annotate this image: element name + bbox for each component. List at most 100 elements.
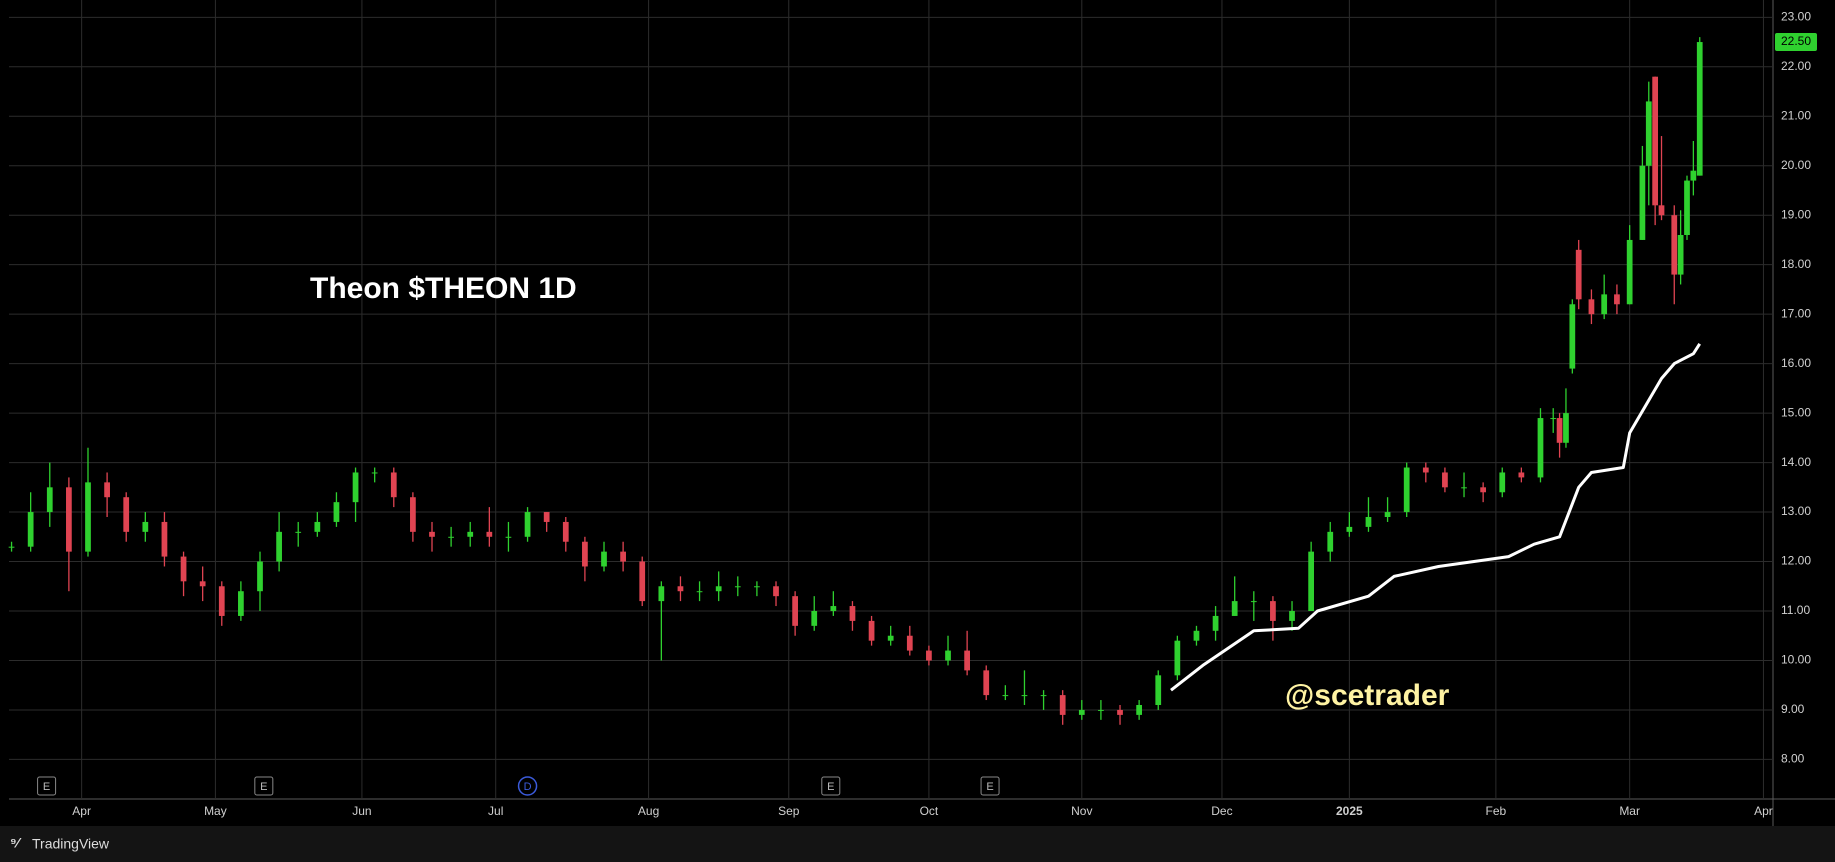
y-tick-label: 15.00 (1781, 405, 1811, 419)
candle-body (333, 502, 340, 522)
candle-body (257, 561, 263, 592)
event-badge (821, 776, 841, 796)
candle-body (562, 521, 569, 542)
candle-body (945, 650, 951, 661)
x-tick-label: Jun (352, 804, 371, 818)
candle-body (1626, 239, 1633, 305)
footer-bar (0, 826, 1835, 862)
x-tick-label: Sep (778, 804, 800, 818)
x-tick-label: Feb (1486, 804, 1507, 818)
watermark: @scetrader (1285, 679, 1450, 712)
last-price-tag (1775, 33, 1817, 52)
event-label: E (986, 781, 993, 793)
x-tick-label: Apr (72, 804, 91, 818)
candle-body (1671, 215, 1678, 275)
candle-body (390, 472, 397, 498)
candle-body (1098, 709, 1104, 711)
event-marker: E (980, 776, 1000, 796)
candle-body (1021, 695, 1028, 697)
candle-body (1059, 695, 1066, 715)
candle-body (849, 606, 856, 621)
candle-body (1518, 472, 1525, 478)
x-tick-label: May (204, 804, 227, 818)
x-tick-label: Nov (1071, 804, 1092, 818)
candle-body (295, 531, 302, 533)
x-tick-label: Apr (1754, 804, 1773, 818)
candle-body (1078, 709, 1085, 715)
candle-body (582, 541, 588, 567)
y-tick-label: 23.00 (1781, 9, 1811, 23)
candle-body (8, 546, 15, 548)
candle-body (658, 586, 665, 602)
candle-body (773, 586, 779, 597)
candle-body (696, 591, 703, 593)
y-tick-label: 17.00 (1781, 306, 1811, 320)
candle-body (734, 586, 741, 588)
candle-body (1690, 170, 1697, 181)
y-tick-label: 16.00 (1781, 356, 1811, 370)
candle-body (1575, 249, 1582, 300)
event-label: E (260, 781, 267, 793)
event-marker: E (37, 776, 57, 796)
candle-body (371, 472, 378, 474)
candle-body (448, 536, 454, 538)
brand-logo: ⁹⁄ (10, 835, 22, 851)
candle-body (486, 531, 493, 537)
candle-body (983, 670, 990, 696)
candle-body (1384, 512, 1391, 517)
event-marker: E (254, 776, 274, 796)
candle-body (1652, 76, 1659, 206)
candle-body (1677, 235, 1684, 275)
candle-body (1601, 294, 1608, 315)
candle-body (314, 521, 321, 532)
candle-body (1537, 418, 1544, 478)
event-badge (37, 776, 57, 796)
candle-body (104, 482, 110, 498)
candle-body (715, 586, 722, 592)
x-tick-label: Aug (638, 804, 659, 818)
y-tick-label: 12.00 (1781, 554, 1811, 568)
y-tick-label: 9.00 (1781, 702, 1805, 716)
candle-body (1569, 304, 1576, 369)
y-tick-label: 10.00 (1781, 653, 1811, 667)
candle-body (161, 521, 168, 557)
candle-body (180, 556, 187, 582)
event-label: D (524, 781, 532, 793)
candle-body (964, 650, 970, 671)
candle-body (66, 487, 72, 552)
candle-body (1346, 526, 1353, 532)
candle-body (1696, 42, 1703, 176)
candle-body (1563, 413, 1569, 443)
y-tick-label: 18.00 (1781, 257, 1811, 271)
y-tick-label: 19.00 (1781, 207, 1811, 221)
candle-body (926, 650, 932, 661)
candle-body (830, 606, 837, 611)
candle-body (754, 586, 760, 588)
candle-body (868, 620, 875, 641)
candle-body (1645, 101, 1652, 166)
candle-body (620, 551, 626, 562)
y-tick-label: 21.00 (1781, 108, 1811, 122)
y-tick-label: 11.00 (1781, 603, 1810, 617)
candle-body (1040, 695, 1047, 697)
candle-body (1403, 467, 1410, 513)
candle-body (1658, 205, 1665, 216)
y-tick-label: 22.00 (1781, 59, 1811, 73)
candle-body (524, 512, 531, 537)
candle-body (1480, 487, 1487, 493)
candle-body (677, 586, 684, 592)
candle-body (199, 581, 206, 587)
candle-body (218, 586, 225, 616)
candle-body (1002, 695, 1009, 697)
x-tick-label: Oct (920, 804, 939, 818)
y-tick-label: 13.00 (1781, 504, 1811, 518)
candle-body (1270, 601, 1276, 621)
candle-body (1556, 418, 1563, 443)
candle-body (639, 561, 646, 602)
candle-body (887, 635, 894, 641)
candle-body (27, 512, 34, 547)
x-tick-label: Dec (1211, 804, 1232, 818)
candle-body (1499, 472, 1506, 493)
y-tick-label: 14.00 (1781, 455, 1811, 469)
candle-body (543, 512, 550, 522)
